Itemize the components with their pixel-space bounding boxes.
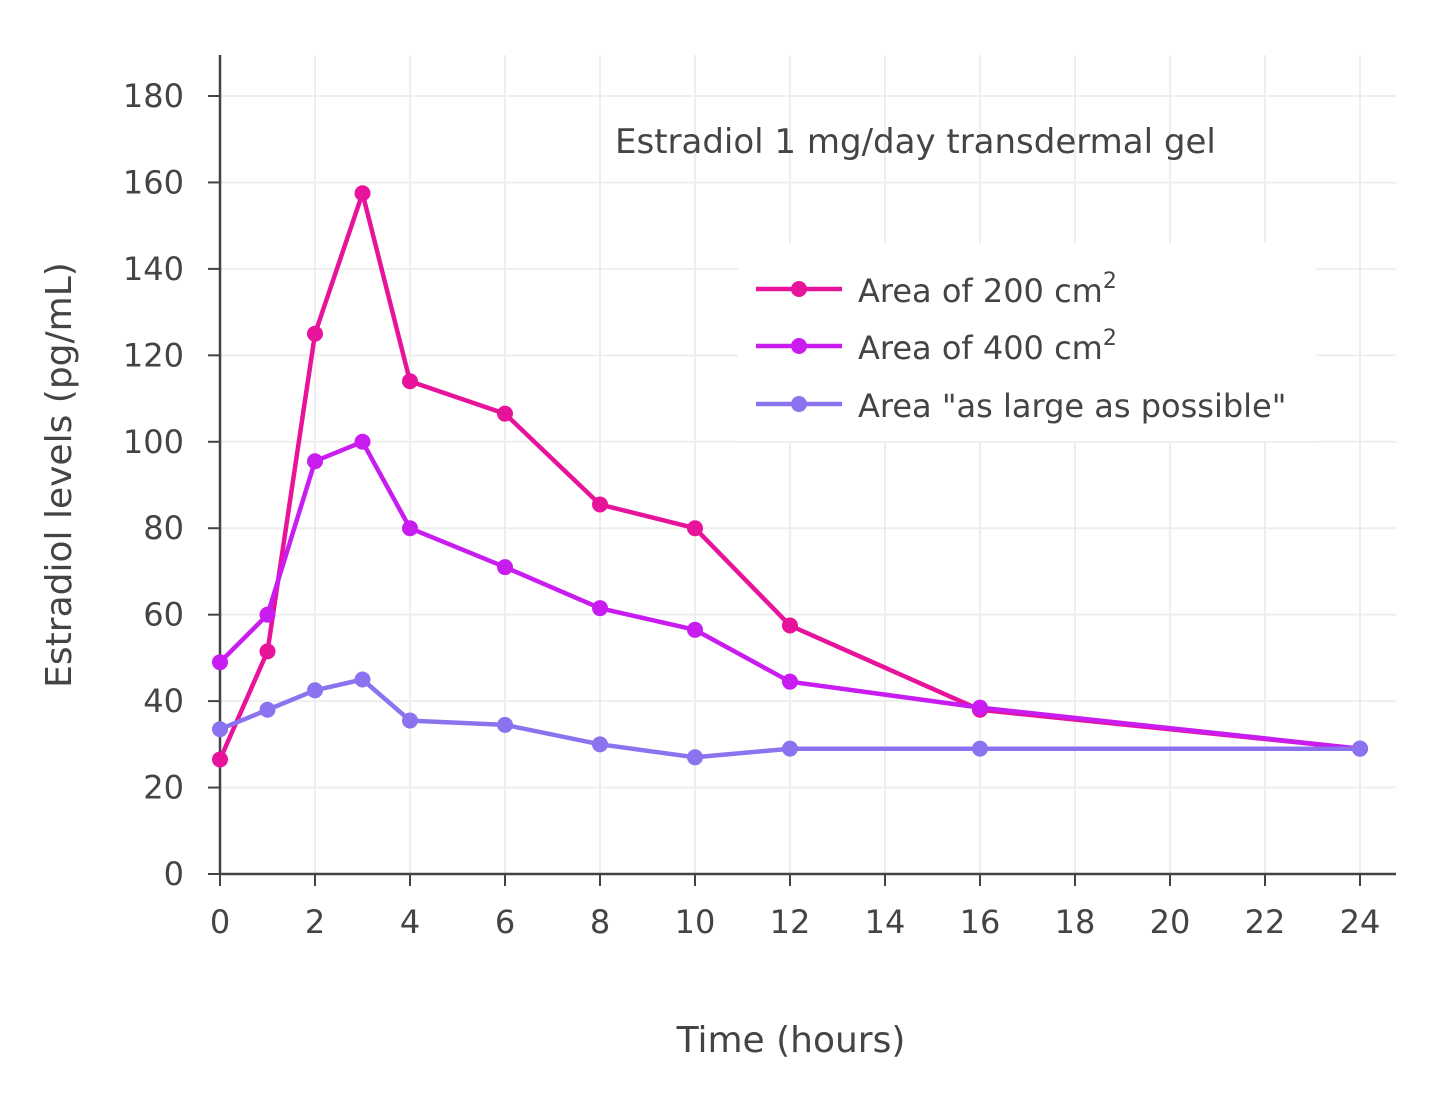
data-point[interactable] — [212, 654, 228, 671]
x-tick-label: 10 — [675, 903, 716, 941]
data-point[interactable] — [259, 606, 276, 623]
y-tick-label: 100 — [123, 423, 184, 461]
data-point[interactable] — [212, 721, 228, 738]
data-point[interactable] — [402, 373, 418, 390]
data-point[interactable] — [259, 643, 276, 660]
y-tick-label: 0 — [164, 855, 184, 893]
legend-label: Area of 200 cm2 — [858, 269, 1117, 310]
y-tick-label: 120 — [123, 336, 184, 374]
data-point[interactable] — [354, 671, 371, 688]
x-tick-label: 22 — [1245, 903, 1286, 941]
data-point[interactable] — [354, 185, 371, 202]
y-tick-label: 60 — [143, 596, 184, 634]
data-point[interactable] — [972, 740, 988, 757]
y-tick-label: 160 — [123, 163, 184, 201]
data-point[interactable] — [402, 520, 418, 537]
data-point[interactable] — [782, 617, 798, 634]
legend-superscript: 2 — [1103, 326, 1117, 351]
legend-item[interactable]: Area "as large as possible" — [756, 387, 1286, 425]
data-point[interactable] — [497, 716, 513, 733]
axes: 0 2 4 6 8 10 12 14 16 18 20 22 240204060801001201401… — [123, 55, 1396, 941]
legend-item[interactable]: Area of 200 cm2 — [756, 269, 1117, 310]
data-point[interactable] — [687, 621, 703, 638]
y-axis-title: Estradiol levels (pg/mL) — [39, 262, 80, 688]
data-point[interactable] — [259, 701, 276, 718]
x-tick-label: 18 — [1055, 903, 1096, 941]
legend[interactable]: Area of 200 cm2 Area of 400 cm2 Area "as l… — [738, 243, 1316, 441]
legend-swatch-marker — [791, 338, 807, 354]
x-tick-label: 20 — [1150, 903, 1191, 941]
x-tick-label: 14 — [865, 903, 906, 941]
y-tick-label: 40 — [143, 682, 184, 720]
legend-swatch-marker — [791, 396, 807, 412]
x-axis-title: Time (hours) — [676, 1020, 906, 1061]
data-point[interactable] — [592, 736, 608, 753]
data-point[interactable] — [497, 559, 513, 576]
series-3 — [212, 671, 1368, 766]
x-tick-label: 6 — [495, 903, 515, 941]
legend-label: Area of 400 cm2 — [858, 326, 1117, 367]
data-point[interactable] — [687, 520, 703, 537]
chart-annotation: Estradiol 1 mg/day transdermal gel — [615, 122, 1216, 162]
x-tick-label: 24 — [1340, 903, 1381, 941]
data-point[interactable] — [354, 433, 371, 450]
legend-background — [738, 243, 1316, 441]
data-point[interactable] — [782, 740, 798, 757]
x-tick-label: 16 — [960, 903, 1001, 941]
data-point[interactable] — [212, 751, 228, 768]
data-point[interactable] — [687, 749, 703, 766]
data-point[interactable] — [307, 682, 323, 699]
y-tick-label: 80 — [143, 509, 184, 547]
data-point[interactable] — [307, 453, 323, 470]
data-point[interactable] — [972, 699, 988, 716]
legend-label: Area "as large as possible" — [858, 387, 1286, 425]
data-point[interactable] — [307, 325, 323, 342]
data-point[interactable] — [1352, 740, 1368, 757]
data-point[interactable] — [497, 405, 513, 422]
grid — [220, 55, 1396, 874]
data-point[interactable] — [592, 496, 608, 513]
data-point[interactable] — [402, 712, 418, 729]
x-tick-label: 2 — [305, 903, 325, 941]
legend-superscript: 2 — [1103, 269, 1117, 294]
y-tick-label: 20 — [143, 769, 184, 807]
legend-item[interactable]: Area of 400 cm2 — [756, 326, 1117, 367]
data-point[interactable] — [782, 673, 798, 690]
legend-swatch-marker — [791, 281, 807, 297]
series-group — [212, 185, 1368, 768]
y-tick-label: 180 — [123, 77, 184, 115]
x-tick-label: 8 — [590, 903, 610, 941]
x-tick-label: 0 — [210, 903, 230, 941]
x-tick-label: 4 — [400, 903, 420, 941]
data-point[interactable] — [592, 600, 608, 617]
x-tick-label: 12 — [770, 903, 811, 941]
y-tick-label: 140 — [123, 250, 184, 288]
